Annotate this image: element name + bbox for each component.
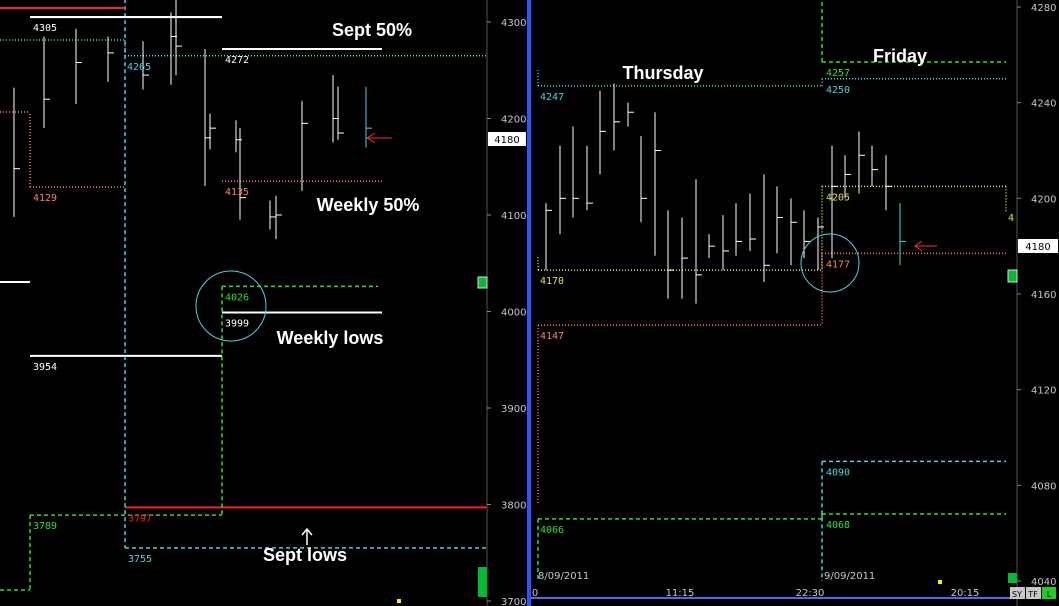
right-level-label: 4205 (826, 192, 850, 203)
right-level-label: 4066 (540, 525, 564, 536)
left-level-label: 4135 (225, 187, 249, 198)
annotation-weekly-lows: Weekly lows (277, 328, 384, 348)
right-x-tick-label: 22:30 (796, 588, 825, 599)
right-level-label: 4068 (826, 520, 850, 531)
right-y-tick-label: 4280 (1031, 3, 1056, 14)
right-y-tick-label: 4120 (1031, 386, 1056, 397)
right-last-price-box (1018, 239, 1058, 253)
left-time-marker (397, 599, 401, 603)
right-partial-label: 4 (1008, 213, 1014, 224)
left-y-tick-label: 4000 (501, 308, 526, 319)
right-y-tick-label: 4200 (1031, 194, 1056, 205)
date-label-friday: 9/09/2011 (824, 571, 875, 582)
right-last-price-label: 4180 (1025, 242, 1050, 253)
right-time-marker (938, 580, 942, 584)
left-scroll-bottom-icon[interactable] (478, 567, 487, 597)
left-y-tick-label: 3800 (501, 501, 526, 512)
right-highlight-circle (800, 233, 860, 293)
annotation-friday: Friday (873, 46, 927, 66)
right-x-tick-label: 11:15 (666, 588, 695, 599)
right-level-label: 4247 (540, 92, 564, 103)
tf-button[interactable] (1026, 587, 1041, 599)
tf-button-label: TF (1027, 590, 1038, 599)
panel-divider[interactable] (527, 0, 531, 606)
l-button[interactable] (1042, 587, 1056, 599)
left-level-label: 4265 (127, 62, 151, 73)
left-level-label: 3789 (33, 521, 57, 532)
right-y-tick-label: 4040 (1031, 577, 1056, 588)
right-y-tick-label: 4080 (1031, 481, 1056, 492)
left-y-tick-label: 4300 (501, 18, 526, 29)
left-level-label: 3797 (128, 513, 152, 524)
right-price-arrow (914, 240, 937, 252)
right-level-label: 4250 (826, 85, 850, 96)
toolbar: SY TF L (1010, 587, 1056, 599)
left-y-tick-label: 4200 (501, 115, 526, 126)
left-y-tick-label: 4100 (501, 211, 526, 222)
date-label-thursday: 8/09/2011 (538, 571, 589, 582)
annotation-weekly-50: Weekly 50% (317, 195, 420, 215)
up-arrow-icon (301, 527, 313, 545)
left-y-tick-label: 3900 (501, 404, 526, 415)
left-y-ticks: 4300 4200 4100 4000 3900 3800 3700 (487, 18, 526, 606)
left-scroll-marker-icon[interactable] (477, 276, 488, 289)
left-level-label: 4305 (33, 23, 57, 34)
right-level-label: 4090 (826, 467, 850, 478)
annotation-thursday: Thursday (622, 63, 703, 83)
left-level-label: 4026 (225, 292, 249, 303)
left-bars (13, 0, 372, 240)
right-level-label: 4170 (540, 276, 564, 287)
annotation-sept-50: Sept 50% (332, 20, 412, 40)
annotation-sept-lows: Sept lows (263, 545, 347, 565)
right-level-label: 4257 (826, 68, 850, 79)
left-price-arrow (366, 132, 392, 144)
left-panel: 4305 4265 4272 4129 4135 4026 3999 3954 3789 3797… (0, 0, 526, 606)
right-y-ticks: 4280 4240 4200 4160 4120 4080 4040 (1017, 3, 1056, 588)
right-scroll-marker-icon[interactable] (1007, 269, 1018, 283)
left-last-price-label: 4180 (494, 135, 519, 146)
left-y-tick-label: 3700 (501, 597, 526, 606)
left-level-label: 4272 (225, 55, 249, 66)
left-levels (0, 0, 487, 591)
right-y-tick-label: 4160 (1031, 290, 1056, 301)
right-level-label: 4177 (826, 259, 850, 270)
sy-button[interactable] (1010, 587, 1025, 599)
right-x-ticks: 0 11:15 22:30 20:15 (532, 588, 980, 599)
left-last-price-box (488, 132, 526, 146)
left-level-label: 3999 (225, 318, 249, 329)
left-level-labels: 4305 4265 4272 4129 4135 4026 3999 3954 3789 3797… (33, 23, 249, 565)
right-levels (537, 0, 1007, 581)
left-highlight-circle (195, 270, 267, 342)
right-scroll-bottom-icon[interactable] (1008, 573, 1017, 583)
right-bars (545, 83, 906, 304)
left-level-label: 3755 (128, 554, 152, 565)
right-x-tick-label: 20:15 (951, 588, 980, 599)
right-y-tick-label: 4240 (1031, 99, 1056, 110)
left-level-label: 3954 (33, 362, 57, 373)
left-level-label: 4129 (33, 193, 57, 204)
right-panel: 4257 4247 4250 4205 4177 4170 4147 4090 4066 4068… (531, 0, 1058, 606)
l-button-label: L (1047, 590, 1052, 599)
right-level-label: 4147 (540, 331, 564, 342)
right-level-labels: 4257 4247 4250 4205 4177 4170 4147 4090 4066 4068 (540, 68, 850, 536)
sy-button-label: SY (1012, 590, 1022, 599)
right-x-tick-label: 0 (532, 588, 538, 599)
